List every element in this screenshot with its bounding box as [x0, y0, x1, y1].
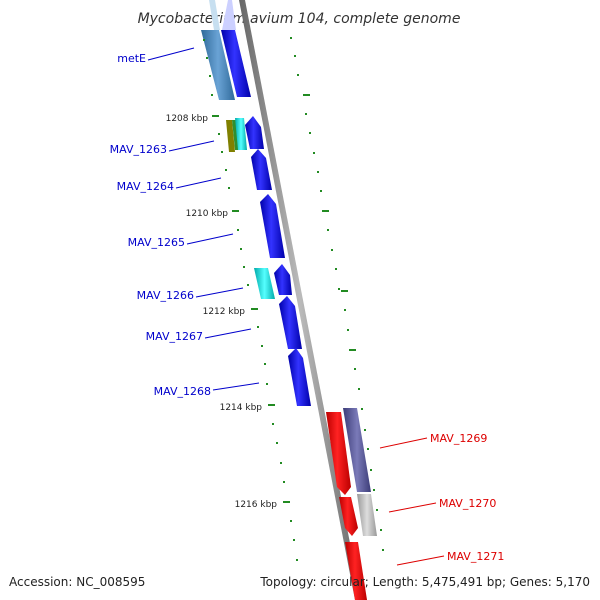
gene-arrow-mav1263[interactable] — [245, 116, 264, 149]
gene-arrow-mav1271[interactable] — [345, 542, 367, 600]
gene-block-mete-top — [222, 0, 236, 30]
gene-block-mav1263-olive[interactable] — [226, 120, 235, 152]
tick-label-1214: 1214 kbp — [220, 403, 263, 413]
gene-arrow-mav1270[interactable] — [339, 497, 358, 536]
gene-block-mete-cog[interactable] — [201, 30, 235, 100]
gene-block-mav1269-cog[interactable] — [343, 408, 371, 492]
outer-scale-ticks — [290, 37, 384, 551]
gene-arrow-mav1267[interactable] — [279, 296, 302, 349]
gene-label-mete[interactable]: metE — [117, 52, 146, 65]
tick-label-1208: 1208 kbp — [166, 114, 209, 124]
gene-arrow-mav1269[interactable] — [326, 412, 351, 495]
gene-arrow-mav1265[interactable] — [260, 194, 285, 258]
gene-label-mav1268[interactable]: MAV_1268 — [154, 385, 211, 398]
reverse-label-leaders — [379, 437, 445, 566]
gene-label-mav1264[interactable]: MAV_1264 — [117, 180, 174, 193]
gene-label-mav1270[interactable]: MAV_1270 — [439, 497, 496, 510]
gene-arrow-mav1266[interactable] — [274, 264, 292, 295]
inner-scale-ticks — [203, 39, 298, 561]
gene-arrow-mav1264[interactable] — [251, 149, 272, 190]
gene-arrow-mav1268[interactable] — [288, 348, 311, 406]
gene-label-mav1269[interactable]: MAV_1269 — [430, 432, 487, 445]
gene-block-mete-cog-top — [209, 0, 220, 30]
accession-text: Accession: NC_008595 — [9, 575, 145, 589]
genome-backbone — [239, 0, 361, 600]
gene-label-mav1271[interactable]: MAV_1271 — [447, 550, 504, 563]
gene-label-mav1267[interactable]: MAV_1267 — [146, 330, 203, 343]
gene-label-mav1265[interactable]: MAV_1265 — [128, 236, 185, 249]
map-title: Mycobacterium avium 104, complete genome — [138, 11, 461, 27]
gene-label-mav1263[interactable]: MAV_1263 — [110, 143, 167, 156]
tick-label-1212: 1212 kbp — [203, 307, 246, 317]
forward-label-leaders — [147, 47, 260, 391]
gene-block-mav1263-cyan[interactable] — [235, 118, 247, 150]
tick-label-1216: 1216 kbp — [235, 500, 278, 510]
gene-block-mav1266-cyan[interactable] — [254, 268, 275, 299]
topology-text: Topology: circular; Length: 5,475,491 bp… — [259, 575, 590, 589]
gene-block-mete[interactable] — [221, 30, 251, 97]
tick-label-1210: 1210 kbp — [186, 209, 229, 219]
gene-block-mav1270-cog[interactable] — [357, 494, 377, 536]
gene-label-mav1266[interactable]: MAV_1266 — [137, 289, 194, 302]
